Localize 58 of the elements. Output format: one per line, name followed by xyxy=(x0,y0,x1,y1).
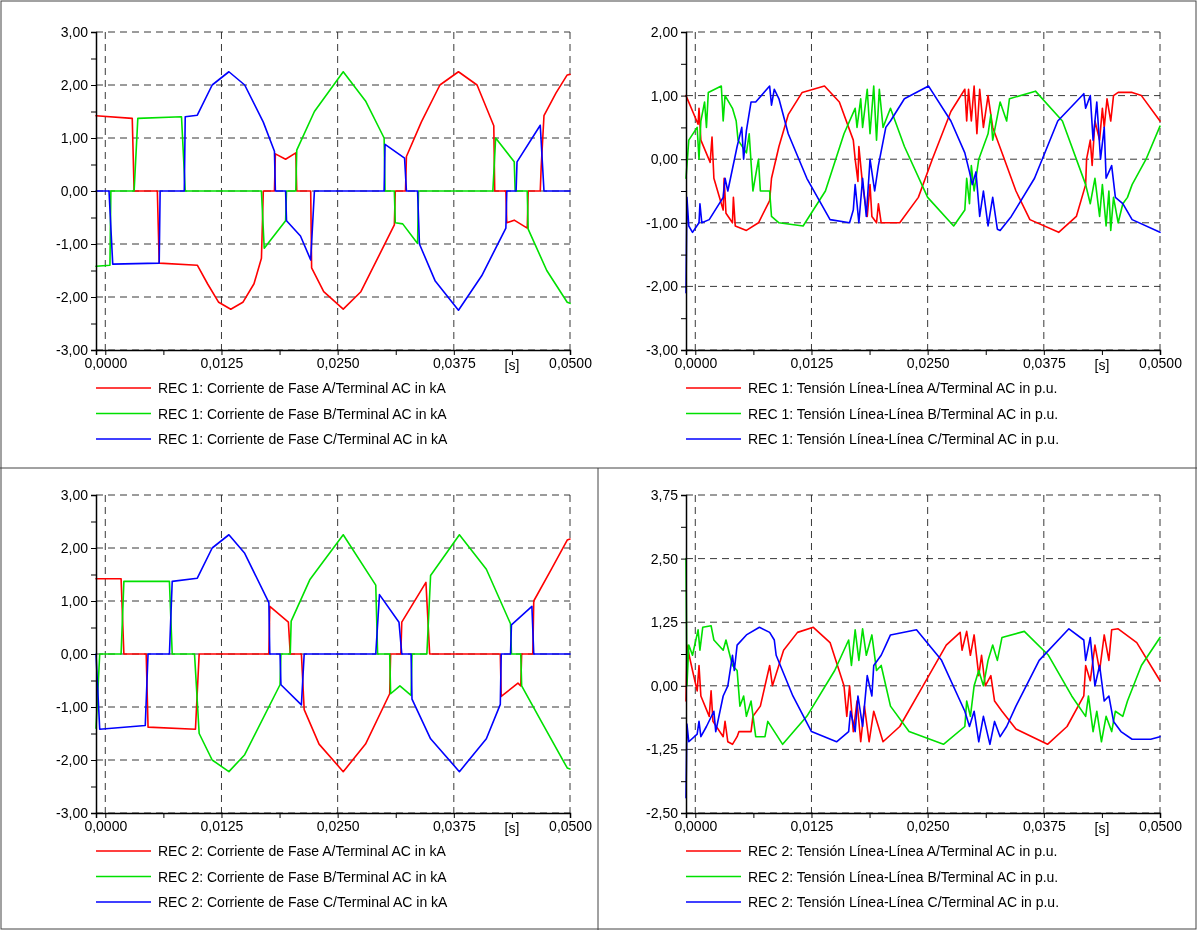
x-tick-label: 0,0250 xyxy=(906,354,950,371)
y-tick-label: -1,25 xyxy=(646,741,679,758)
x-axis-title: [s] xyxy=(1094,820,1110,836)
x-tick-label: 0,0125 xyxy=(200,354,244,371)
y-tick-label: -2,00 xyxy=(56,288,89,305)
y-tick-label: 1,25 xyxy=(650,614,679,631)
y-tick-label: -1,00 xyxy=(56,235,89,252)
y-tick-label: 2,50 xyxy=(650,550,679,567)
x-tick-label: 0,0375 xyxy=(432,354,476,371)
x-tick-label: 0,0500 xyxy=(1139,354,1183,371)
legend-label: REC 2: Tensión Línea-Línea A/Terminal AC in p.u. xyxy=(748,843,1058,859)
y-tick-label: 1,00 xyxy=(650,87,679,104)
x-tick-label: 0,0375 xyxy=(432,817,476,834)
y-tick-label: -2,00 xyxy=(646,278,679,295)
y-tick-label: 0,00 xyxy=(650,151,679,168)
legend-label: REC 1: Tensión Línea-Línea B/Terminal AC in p.u. xyxy=(748,405,1059,422)
x-tick-label: 0,0500 xyxy=(1139,817,1183,834)
legend-label: REC 2: Corriente de Fase C/Terminal AC in kA xyxy=(158,894,449,910)
line-series xyxy=(685,85,1161,294)
legend-label: REC 2: Tensión Línea-Línea B/Terminal AC in p.u. xyxy=(748,868,1059,885)
legend-label: REC 1: Tensión Línea-Línea C/Terminal AC in p.u. xyxy=(748,431,1060,447)
y-tick-label: 0,00 xyxy=(60,182,89,199)
y-tick-label: 2,00 xyxy=(60,539,89,556)
x-tick-label: 0,0250 xyxy=(906,817,950,834)
legend-label: REC 2: Corriente de Fase A/Terminal AC in kA xyxy=(158,843,447,859)
legend-label: REC 1: Corriente de Fase C/Terminal AC in kA xyxy=(158,431,449,447)
y-tick-label: 2,00 xyxy=(60,76,89,93)
y-tick-label: 1,00 xyxy=(60,129,89,146)
x-tick-label: 0,0125 xyxy=(200,817,244,834)
x-tick-label: 0,0125 xyxy=(790,817,834,834)
x-tick-label: 0,0500 xyxy=(549,817,593,834)
y-tick-label: 0,00 xyxy=(650,677,679,694)
x-axis-title: [s] xyxy=(1094,357,1110,373)
y-tick-label: -1,00 xyxy=(56,698,89,715)
line-series xyxy=(685,557,1161,746)
x-tick-label: 0,0375 xyxy=(1022,354,1066,371)
x-tick-label: 0,0500 xyxy=(549,354,593,371)
line-series xyxy=(685,626,1161,799)
y-tick-label: 1,00 xyxy=(60,592,89,609)
legend-label: REC 2: Corriente de Fase B/Terminal AC in kA xyxy=(158,868,448,885)
legend-label: REC 1: Corriente de Fase B/Terminal AC in kA xyxy=(158,405,448,422)
y-tick-label: 3,75 xyxy=(650,486,679,503)
y-tick-label: 0,00 xyxy=(60,645,89,662)
line-series xyxy=(685,626,1161,746)
x-tick-label: 0,0125 xyxy=(790,354,834,371)
x-axis-title: [s] xyxy=(504,820,520,836)
legend-label: REC 1: Tensión Línea-Línea A/Terminal AC in p.u. xyxy=(748,380,1058,396)
x-axis-title: [s] xyxy=(504,357,520,373)
y-tick-label: 3,00 xyxy=(60,23,89,40)
y-tick-label: 2,00 xyxy=(650,23,679,40)
y-tick-label: -2,00 xyxy=(56,751,89,768)
y-tick-label: -1,00 xyxy=(646,214,679,231)
x-tick-label: 0,0375 xyxy=(1022,817,1066,834)
x-tick-label: 0,0250 xyxy=(316,354,360,371)
x-tick-label: 0,0250 xyxy=(316,817,360,834)
legend-label: REC 1: Corriente de Fase A/Terminal AC in kA xyxy=(158,380,447,396)
y-tick-label: 3,00 xyxy=(60,486,89,503)
legend-label: REC 2: Tensión Línea-Línea C/Terminal AC in p.u. xyxy=(748,894,1060,910)
